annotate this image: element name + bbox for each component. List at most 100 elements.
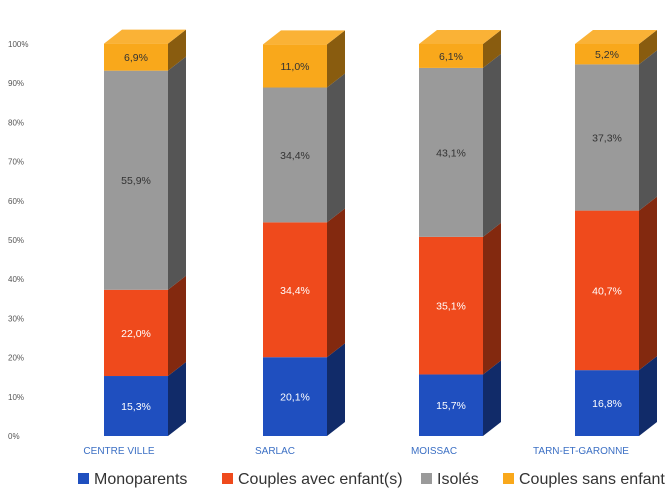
bar-segment — [419, 53, 501, 237]
bar-segment — [419, 222, 501, 375]
y-tick-label: 90% — [8, 79, 24, 88]
bar-side — [168, 56, 186, 290]
bar-side — [483, 360, 501, 436]
bar-front — [419, 374, 483, 436]
legend-swatch — [503, 473, 514, 484]
data-label: 37,3% — [592, 132, 622, 144]
legend-label: Couples avec enfant(s) — [238, 471, 403, 488]
category-label: MOISSAC — [411, 446, 457, 457]
category-label: CENTRE VILLE — [83, 446, 154, 457]
bar-front — [575, 370, 639, 436]
legend: Monoparents Couples avec enfant(s) Isolés C… — [78, 471, 665, 488]
bar-top — [263, 30, 345, 45]
data-label: 55,9% — [121, 175, 151, 187]
bar-segment — [575, 50, 657, 211]
x-axis: CENTRE VILLE SARLAC MOISSAC TARN-ET-GARONNE — [83, 446, 629, 457]
bar-top — [104, 29, 186, 44]
y-tick-label: 80% — [8, 118, 24, 127]
data-label: 15,3% — [121, 401, 151, 413]
bar-front — [263, 87, 327, 223]
bar-front — [575, 64, 639, 211]
bar-segment — [575, 356, 657, 436]
data-label: 15,7% — [436, 400, 466, 412]
y-tick-label: 70% — [8, 158, 24, 167]
data-label: 6,9% — [124, 52, 148, 64]
bar-side — [483, 53, 501, 237]
bar-side — [168, 29, 186, 71]
bar-segment — [104, 362, 186, 436]
data-label: 16,8% — [592, 398, 622, 410]
legend-label: Couples sans enfant — [519, 471, 665, 488]
y-tick-label: 40% — [8, 275, 24, 284]
legend-swatch — [222, 473, 233, 484]
bar-top — [575, 30, 657, 44]
bar-segment — [575, 196, 657, 371]
legend-label: Isolés — [437, 471, 479, 488]
bar-side — [168, 362, 186, 436]
bar-segment — [575, 30, 657, 65]
bar-side — [483, 222, 501, 375]
bar-segment — [263, 208, 345, 358]
bar-segment — [263, 343, 345, 436]
data-label: 35,1% — [436, 301, 466, 313]
legend-item: Couples avec enfant(s) — [222, 471, 403, 488]
bar-front — [263, 222, 327, 358]
bar-side — [639, 196, 657, 371]
bar-front — [263, 44, 327, 88]
bar-side — [483, 30, 501, 68]
bar-segment — [419, 30, 501, 68]
bar-segment — [104, 275, 186, 377]
legend-label: Monoparents — [94, 471, 187, 488]
category-label: TARN-ET-GARONNE — [533, 446, 629, 457]
legend-item: Couples sans enfant — [503, 471, 665, 488]
data-label: 20,1% — [280, 392, 310, 404]
bar-front — [419, 44, 483, 68]
bar-front — [104, 289, 168, 377]
bar-top — [419, 30, 501, 44]
bar-front — [419, 67, 483, 237]
bar-front — [263, 357, 327, 436]
bar-side — [639, 30, 657, 65]
bar-front — [575, 210, 639, 371]
y-tick-label: 10% — [8, 393, 24, 402]
bar-front — [104, 70, 168, 290]
bar-segment — [263, 30, 345, 88]
data-label: 34,4% — [280, 150, 310, 162]
legend-swatch — [78, 473, 89, 484]
bar-front — [419, 236, 483, 375]
bar-segment — [104, 56, 186, 290]
y-tick-label: 20% — [8, 354, 24, 363]
bar-side — [327, 208, 345, 358]
data-label: 5,2% — [595, 49, 619, 61]
bar-segment — [104, 29, 186, 71]
bar-side — [327, 73, 345, 223]
bars — [104, 29, 657, 436]
bar-side — [327, 343, 345, 436]
bar-segment — [419, 360, 501, 436]
y-tick-label: 0% — [8, 432, 20, 441]
legend-item: Monoparents — [78, 471, 187, 488]
data-label: 40,7% — [592, 285, 622, 297]
bar-front — [104, 376, 168, 436]
y-axis: 0% 10% 20% 30% 40% 50% 60% 70% 80% 90% 100% — [8, 40, 28, 441]
bar-side — [639, 50, 657, 211]
y-tick-label: 100% — [8, 40, 28, 49]
data-label: 6,1% — [439, 51, 463, 63]
data-label: 43,1% — [436, 147, 466, 159]
legend-swatch — [421, 473, 432, 484]
data-label: 11,0% — [281, 61, 310, 73]
category-label: SARLAC — [255, 446, 295, 457]
bar-side — [639, 356, 657, 436]
bar-side — [327, 30, 345, 88]
y-tick-label: 60% — [8, 197, 24, 206]
data-labels: 15,3% 22,0% 55,9% 6,9% 20,1% 34,4% 34,4% 11,0% 1… — [121, 49, 622, 413]
bar-front — [575, 44, 639, 65]
bar-front — [104, 43, 168, 71]
data-label: 22,0% — [121, 328, 151, 340]
y-tick-label: 30% — [8, 314, 24, 323]
bar-side — [168, 275, 186, 377]
y-tick-label: 50% — [8, 236, 24, 245]
bar-segment — [263, 73, 345, 223]
legend-item: Isolés — [421, 471, 479, 488]
